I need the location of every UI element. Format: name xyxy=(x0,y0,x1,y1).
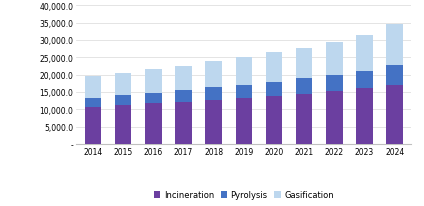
Bar xyxy=(266,53,282,82)
Bar xyxy=(205,62,222,88)
Bar xyxy=(235,85,252,99)
Bar xyxy=(296,48,312,79)
Legend: Incineration, Pyrolysis, Gasification: Incineration, Pyrolysis, Gasification xyxy=(150,187,338,202)
Bar xyxy=(175,91,192,102)
Bar xyxy=(356,35,373,71)
Bar xyxy=(115,74,131,96)
Bar xyxy=(175,102,192,144)
Bar xyxy=(145,104,162,144)
Bar xyxy=(386,66,403,85)
Bar xyxy=(235,58,252,85)
Bar xyxy=(145,70,162,93)
Bar xyxy=(175,67,192,91)
Bar xyxy=(356,71,373,89)
Bar xyxy=(326,91,343,144)
Bar xyxy=(85,77,101,98)
Bar xyxy=(205,88,222,100)
Bar xyxy=(115,96,131,106)
Bar xyxy=(85,108,101,144)
Bar xyxy=(296,94,312,144)
Bar xyxy=(266,82,282,97)
Bar xyxy=(266,97,282,144)
Bar xyxy=(85,98,101,108)
Bar xyxy=(386,85,403,144)
Bar xyxy=(235,99,252,144)
Bar xyxy=(326,75,343,91)
Bar xyxy=(296,79,312,94)
Bar xyxy=(205,100,222,144)
Bar xyxy=(145,93,162,104)
Bar xyxy=(356,89,373,144)
Bar xyxy=(115,106,131,144)
Bar xyxy=(386,25,403,66)
Bar xyxy=(326,42,343,75)
